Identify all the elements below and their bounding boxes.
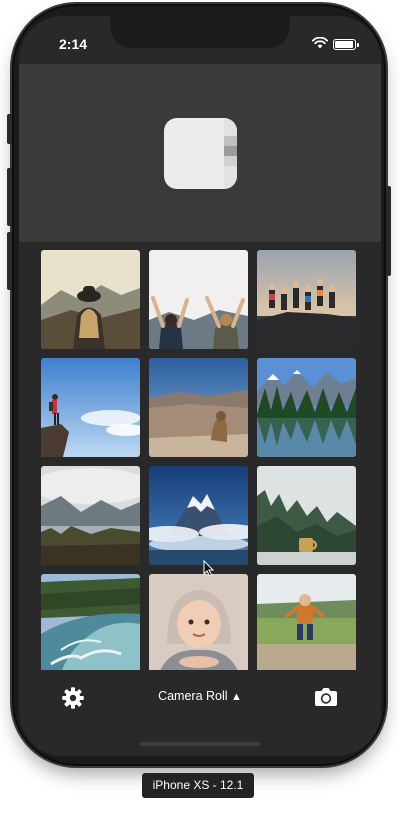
photo-thumbnail[interactable] <box>257 466 356 565</box>
phone-screen: 2:14 <box>19 16 381 756</box>
bottom-toolbar: Camera Roll ▲ <box>19 670 381 756</box>
photo-baby-portrait <box>149 574 248 670</box>
photo-mountain-lake-forest <box>257 358 356 457</box>
volume-down-button <box>7 232 12 290</box>
photo-hiker-on-cliff <box>41 358 140 457</box>
photo-group-jumping-sunset <box>257 250 356 349</box>
device-label: iPhone XS - 12.1 <box>142 773 254 798</box>
logo-block <box>224 156 237 166</box>
logo-block <box>224 136 237 146</box>
home-indicator <box>140 742 260 746</box>
photo-snowy-peak <box>149 466 248 565</box>
status-bar: 2:14 <box>19 16 381 62</box>
battery-icon <box>333 39 359 50</box>
photo-thumbnail[interactable] <box>41 358 140 457</box>
photo-thumbnail[interactable] <box>257 574 356 670</box>
photo-thumbnail[interactable] <box>41 466 140 565</box>
logo-block <box>224 146 237 156</box>
photo-foggy-forest-mug <box>257 466 356 565</box>
photo-marmot-canyon <box>149 358 248 457</box>
album-label: Camera Roll <box>158 689 228 703</box>
photo-thumbnail[interactable] <box>149 466 248 565</box>
preview-area <box>19 64 381 242</box>
photo-grid[interactable] <box>41 250 359 670</box>
volume-up-button <box>7 168 12 226</box>
camera-icon[interactable] <box>314 686 338 708</box>
photo-thumbnail[interactable] <box>41 250 140 349</box>
photo-valley-lake-clouds <box>41 466 140 565</box>
pointer-cursor-icon <box>203 560 215 577</box>
photo-thumbnail[interactable] <box>149 250 248 349</box>
power-button <box>386 186 391 276</box>
album-arrow-icon: ▲ <box>231 691 242 703</box>
mute-switch <box>7 114 12 144</box>
photo-friends-arms-raised <box>149 250 248 349</box>
status-time: 2:14 <box>59 36 88 52</box>
photo-thumbnail[interactable] <box>257 250 356 349</box>
photo-river-rapids <box>41 574 140 670</box>
photo-thumbnail[interactable] <box>41 574 140 670</box>
app-logo <box>164 118 237 189</box>
notch <box>110 16 290 48</box>
battery-level <box>335 41 353 48</box>
photo-thumbnail[interactable] <box>149 574 248 670</box>
photo-woman-hat-mountains <box>41 250 140 349</box>
photo-child-jumping-field <box>257 574 356 670</box>
photo-thumbnail[interactable] <box>149 358 248 457</box>
photo-thumbnail[interactable] <box>257 358 356 457</box>
wifi-icon <box>312 37 328 49</box>
album-selector-button[interactable]: Camera Roll ▲ <box>139 689 261 709</box>
gear-icon[interactable] <box>61 686 85 710</box>
